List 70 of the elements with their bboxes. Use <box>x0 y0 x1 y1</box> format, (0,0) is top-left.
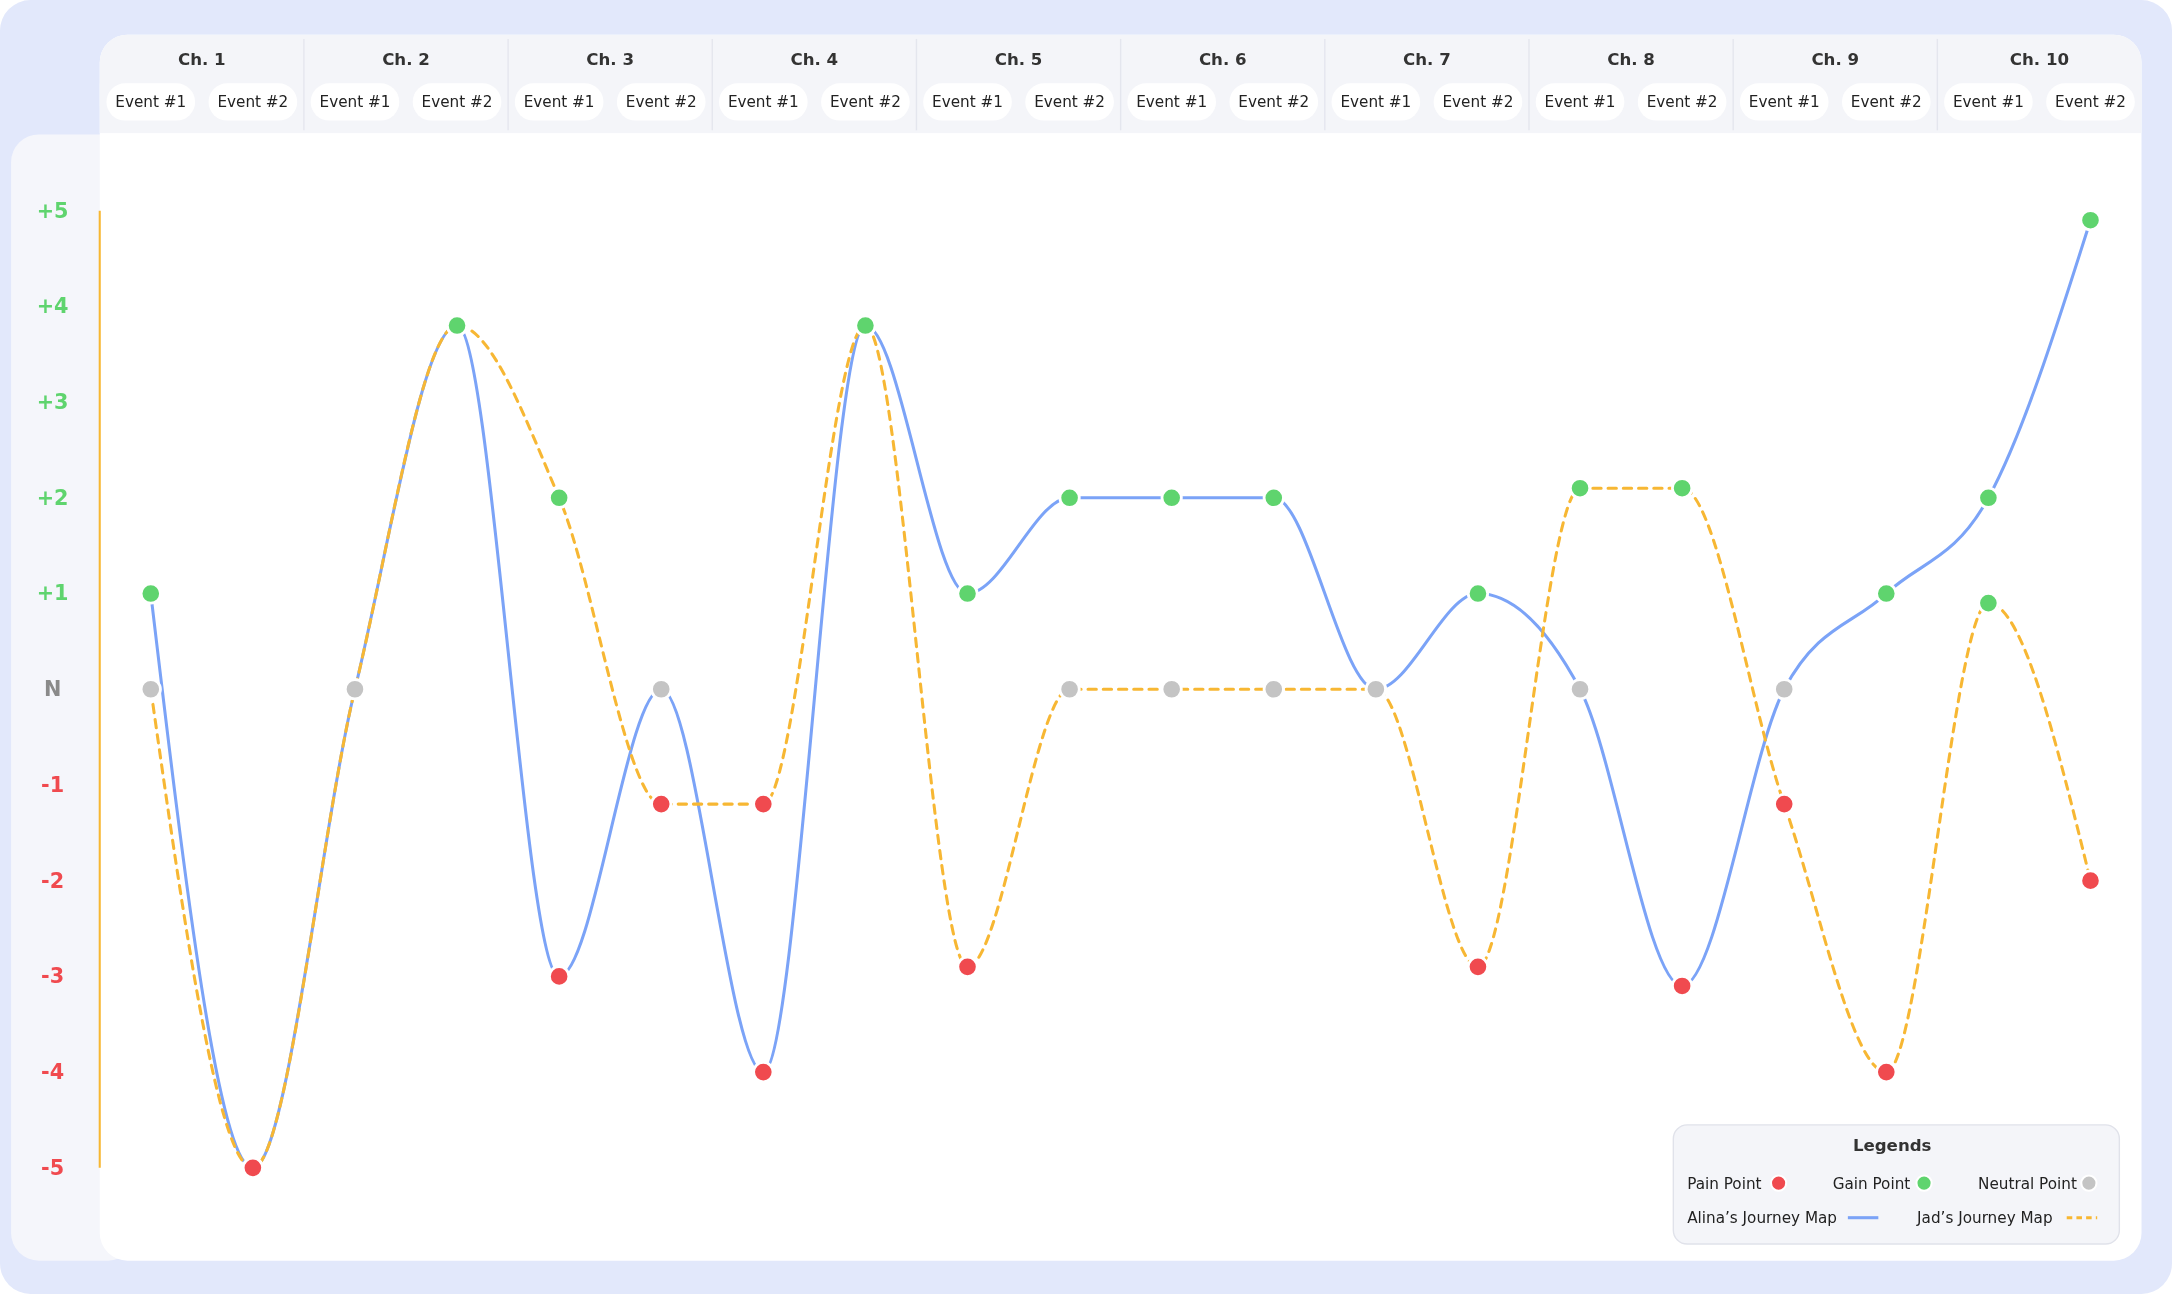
y-tick-label: -2 <box>41 868 65 893</box>
x-tick-label: Event #1 <box>1952 92 2024 111</box>
x-tick-label: Event #1 <box>115 92 187 111</box>
legend-label: Alina’s Journey Map <box>1687 1209 1838 1228</box>
point <box>1262 486 1285 509</box>
x-tick-label: Event #2 <box>1034 92 1106 111</box>
point <box>1773 793 1796 816</box>
point <box>1262 678 1285 701</box>
text: Ch. 6 <box>1198 50 1247 70</box>
text: Ch. 1 <box>177 50 226 70</box>
text: Gain Point <box>1832 1174 1911 1193</box>
point <box>2079 209 2102 232</box>
text: Ch. 3 <box>586 50 635 70</box>
y-tick-label: N <box>43 677 62 702</box>
point <box>1977 486 2000 509</box>
x-tick-label: Event #2 <box>1850 92 1922 111</box>
x-tick-label: Event #2 <box>829 92 901 111</box>
y-tick-label: -5 <box>41 1155 65 1180</box>
text: Ch. 2 <box>382 50 430 70</box>
point <box>956 582 979 605</box>
point <box>1160 486 1183 509</box>
point <box>139 582 162 605</box>
y-tick-label: +2 <box>36 485 69 510</box>
point <box>1058 678 1081 701</box>
legend-label: Jad’s Journey Map <box>1916 1209 2053 1228</box>
x-tick-label: Event #2 <box>1442 92 1514 111</box>
x-tick-label: Event #1 <box>1544 92 1616 111</box>
text: Ch. 10 <box>2009 50 2070 70</box>
x-tick-label: Event #2 <box>217 92 289 111</box>
point <box>650 793 673 816</box>
x-tick-label: Event #1 <box>1136 92 1208 111</box>
x-tick-label: Event #1 <box>932 92 1003 111</box>
x-tick-label: Event #2 <box>2055 92 2126 111</box>
x-tick-label: Event #2 <box>1238 92 1310 111</box>
x-tick-label: Event #2 <box>1646 92 1718 111</box>
legend-title: Legends <box>1852 1136 1932 1156</box>
point <box>1773 678 1796 701</box>
x-tick-label: Event #2 <box>421 92 493 111</box>
text: Ch. 7 <box>1403 50 1451 70</box>
point <box>1466 582 1490 605</box>
x-tick-label: Event #1 <box>727 92 799 111</box>
point <box>1568 678 1592 701</box>
text: Ch. 4 <box>790 50 839 70</box>
point <box>1058 486 1081 509</box>
text: Neutral Point <box>1978 1174 2077 1193</box>
point <box>2079 869 2102 892</box>
x-tick-label: Event #1 <box>1340 92 1412 111</box>
x-tick-label: Event #1 <box>1748 92 1820 111</box>
point <box>752 793 775 816</box>
x-tick-label: Event #2 <box>625 92 697 111</box>
text: Ch. 9 <box>1811 50 1860 70</box>
text: Ch. 5 <box>994 50 1043 70</box>
point <box>1160 678 1183 701</box>
x-tick-label: Event #1 <box>319 92 391 111</box>
text: Pain Point <box>1687 1174 1762 1193</box>
text: Ch. 8 <box>1607 50 1655 70</box>
y-tick-label: +4 <box>36 294 69 319</box>
y-tick-label: +3 <box>36 390 69 415</box>
point <box>650 678 673 701</box>
point <box>139 678 162 701</box>
point <box>1875 582 1898 605</box>
point <box>1466 955 1490 978</box>
point <box>956 955 979 978</box>
y-tick-label: +5 <box>36 198 69 223</box>
y-tick-label: -4 <box>41 1060 65 1085</box>
y-tick-label: +1 <box>36 581 69 606</box>
x-tick-label: Event #1 <box>523 92 595 111</box>
y-tick-label: -3 <box>41 964 65 989</box>
point <box>1875 1061 1898 1084</box>
y-tick-label: -1 <box>41 772 65 797</box>
